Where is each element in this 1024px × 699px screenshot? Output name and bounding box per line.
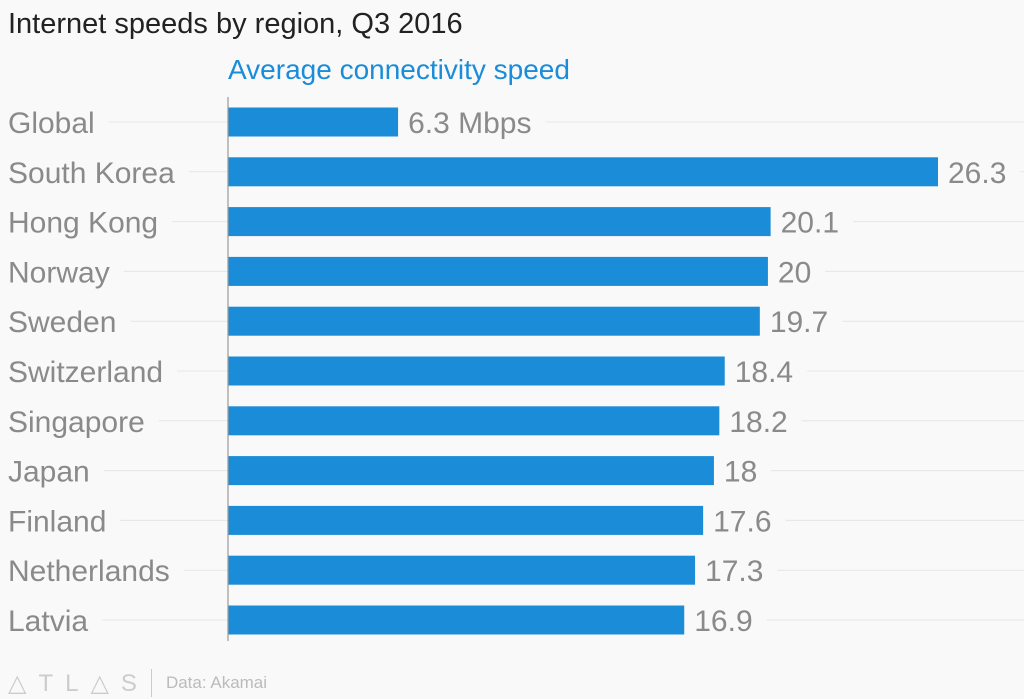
value-label: 17.3	[705, 555, 763, 588]
category-label: South Korea	[8, 157, 175, 190]
category-label: Global	[8, 107, 95, 140]
bar	[228, 505, 704, 535]
category-label: Latvia	[8, 605, 88, 638]
bar	[228, 456, 714, 486]
data-source: Data: Akamai	[165, 673, 268, 692]
label-backdrop	[695, 567, 778, 574]
category-label: Finland	[8, 505, 106, 538]
label-backdrop	[398, 119, 546, 125]
series-label: Average connectivity speed	[228, 54, 570, 85]
category-label: Japan	[8, 456, 90, 489]
label-backdrop	[684, 617, 767, 623]
category-label: Netherlands	[8, 555, 170, 588]
bar	[228, 256, 768, 286]
label-backdrop	[938, 168, 1021, 175]
value-label: 18.4	[735, 356, 793, 389]
value-label: 26.3	[948, 157, 1006, 190]
footer-divider	[150, 669, 152, 697]
value-label: 6.3 Mbps	[408, 107, 531, 140]
category-label: Hong Kong	[8, 207, 158, 240]
value-label: 18	[724, 456, 757, 489]
bar	[228, 107, 399, 137]
value-label: 19.7	[770, 306, 828, 339]
category-label: Singapore	[8, 406, 145, 439]
atlas-logo: △TL△S	[8, 669, 149, 697]
value-label: 20	[778, 256, 811, 289]
footer: △TL△S Data: Akamai	[8, 669, 268, 697]
category-label: Norway	[8, 256, 110, 289]
bar	[228, 605, 685, 635]
category-label: Sweden	[8, 306, 116, 339]
bar	[228, 207, 771, 237]
label-backdrop	[759, 318, 843, 325]
label-backdrop	[703, 517, 786, 524]
value-label: 20.1	[781, 207, 839, 240]
bar	[228, 306, 760, 336]
value-label: 18.2	[729, 406, 787, 439]
category-label: Switzerland	[8, 356, 163, 389]
bar	[228, 356, 725, 386]
value-label: 16.9	[694, 605, 752, 638]
bar	[228, 555, 696, 585]
label-backdrop	[770, 218, 854, 225]
bar	[228, 157, 938, 187]
chart-title: Internet speeds by region, Q3 2016	[8, 8, 463, 40]
label-backdrop	[719, 417, 802, 424]
label-backdrop	[724, 368, 808, 374]
bar	[228, 406, 720, 436]
label-backdrop	[713, 467, 772, 474]
value-label: 17.6	[713, 505, 771, 538]
label-backdrop	[767, 268, 826, 275]
